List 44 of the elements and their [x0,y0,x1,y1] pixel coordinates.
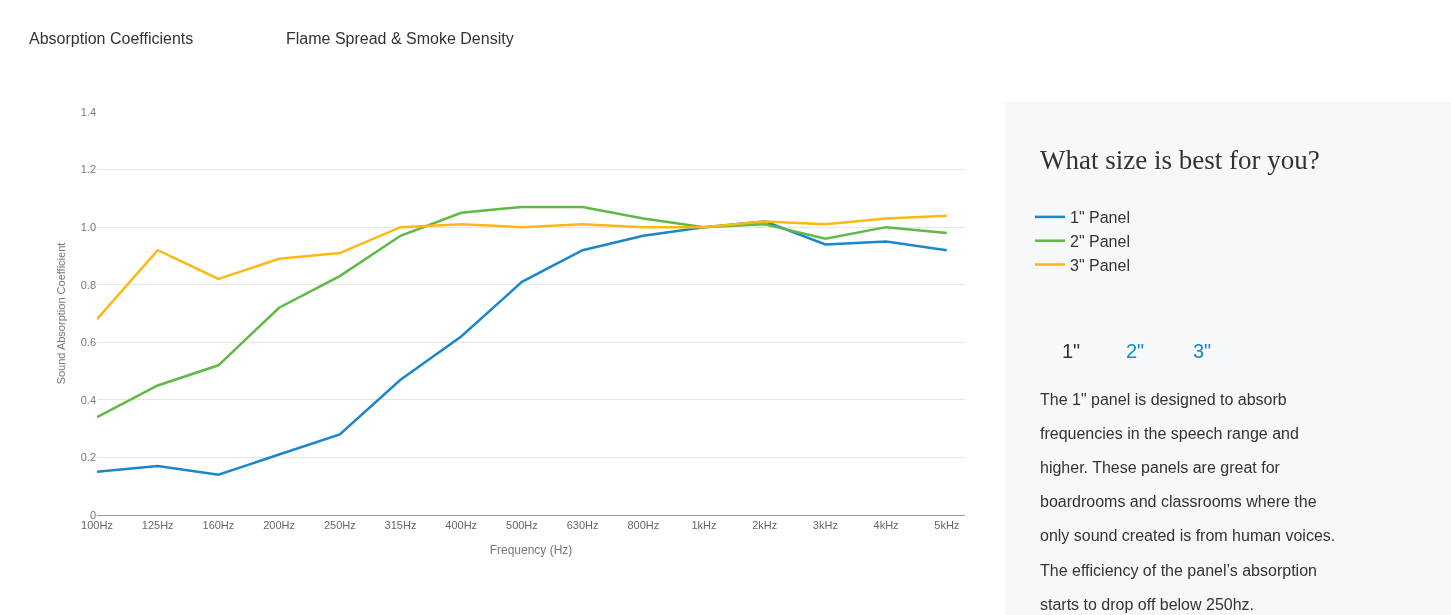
line-series [97,220,949,476]
x-axis-title: Frequency (Hz) [489,543,573,558]
y-tick-label: 0.2 [80,451,96,464]
x-tick-label: 160Hz [202,519,235,532]
legend-label: 1" Panel [1070,209,1130,227]
text: What size is best for you? [1040,145,1320,175]
y-axis-title: Sound Absorption Coefficient [55,242,68,385]
legend-label: 3" Panel [1070,256,1130,274]
x-tick-label: 4kHz [873,519,899,532]
text: higher. These panels are great for [1040,459,1281,476]
text: The efficiency of the panel’s absorption [1040,562,1317,579]
x-tick-label: 630Hz [566,519,599,532]
x-tick-label: 500Hz [506,519,538,532]
y-tick-label: 1.4 [80,105,96,118]
x-tick-label: 400Hz [445,519,478,532]
y-tick-label: 1.2 [80,163,96,176]
text: The 1" panel is designed to absorb [1040,391,1287,408]
x-tick-label: 250Hz [323,519,356,532]
x-tick-label: 200Hz [263,519,295,532]
text: 2" [1126,340,1145,362]
x-tick-label: 5kHz [934,519,960,532]
x-tick-label: 800Hz [627,519,660,532]
x-tick-label: 1kHz [691,519,717,532]
y-tick-label: 0.8 [80,278,96,291]
text: starts to drop off below 250hz. [1040,596,1255,613]
x-tick-label: 125Hz [141,519,174,532]
y-tick-label: 0.4 [80,393,96,406]
x-tick-label: 100Hz [81,519,113,532]
y-tick-label: 0.6 [80,336,96,349]
text: 1" [1062,340,1081,362]
legend-label: 2" Panel [1070,232,1130,250]
line-series [97,205,949,419]
text: Flame Spread & Smoke Density [286,30,514,47]
y-tick-label: 0 [89,508,96,521]
text: Absorption Coefficients [29,30,194,47]
x-tick-label: 315Hz [384,519,417,532]
line-series [97,214,949,321]
x-tick-label: 3kHz [812,519,838,532]
text: 3" [1193,340,1212,362]
text: frequencies in the speech range and [1040,425,1299,442]
x-tick-label: 2kHz [752,519,778,532]
text: boardrooms and classrooms where the [1040,493,1317,510]
text: only sound created is from human voices. [1040,527,1336,544]
y-tick-label: 1.0 [80,220,96,233]
